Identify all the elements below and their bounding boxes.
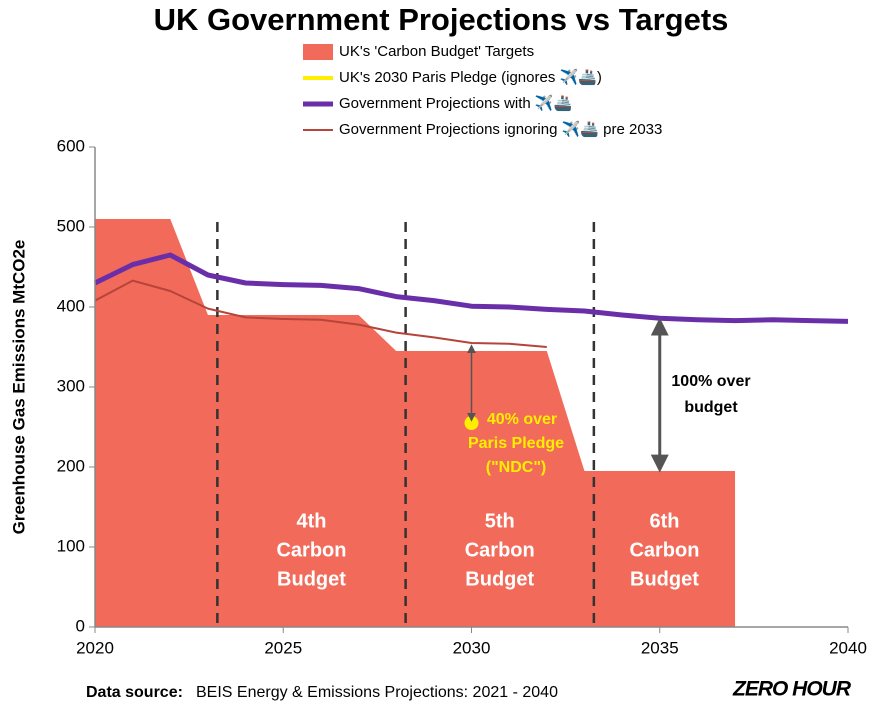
legend-label: Government Projections with ✈️🚢 [339, 93, 572, 112]
paris-gap-label: ("NDC") [486, 459, 547, 476]
y-tick-label: 200 [57, 456, 85, 475]
legend-label: UK's 2030 Paris Pledge (ignores ✈️🚢) [339, 67, 602, 86]
line [94, 279, 547, 348]
y-axis-label: Greenhouse Gas Emissions MtCO2e [9, 240, 28, 535]
budget-label: Carbon [629, 539, 699, 561]
budget-label: Carbon [276, 539, 346, 561]
budget-label: 4th [296, 510, 326, 532]
budget-label: Budget [465, 568, 534, 590]
area [95, 219, 736, 627]
budget-gap-label: budget [684, 399, 738, 416]
budget-label: 6th [649, 510, 679, 532]
y-tick-label: 500 [57, 216, 85, 235]
y-tick-label: 0 [76, 616, 85, 635]
budget-gap-label: 100% over [671, 373, 750, 390]
budget-label: Budget [277, 568, 346, 590]
logo: ZERO HOUR [732, 678, 852, 701]
x-tick-label: 2040 [829, 638, 867, 657]
chart-title: UK Government Projections vs Targets [154, 2, 729, 37]
line [93, 252, 849, 324]
source-label: Data source: [86, 684, 183, 701]
budget-label: Carbon [465, 539, 535, 561]
legend-swatch [303, 44, 333, 60]
budget-label: Budget [630, 568, 699, 590]
y-tick-label: 600 [57, 136, 85, 155]
paris-gap-label: 40% over [487, 411, 557, 428]
source: BEIS Energy & Emissions Projections: 202… [196, 684, 558, 701]
x-tick-label: 2035 [641, 638, 679, 657]
x-tick-label: 2030 [453, 638, 491, 657]
x-tick-label: 2020 [76, 638, 114, 657]
y-tick-label: 100 [57, 536, 85, 555]
legend-label: Government Projections ignoring ✈️🚢 pre … [339, 119, 662, 138]
y-tick-label: 300 [57, 376, 85, 395]
y-tick-label: 400 [57, 296, 85, 315]
x-tick-label: 2025 [264, 638, 302, 657]
budget-label: 5th [485, 510, 515, 532]
legend-label: UK's 'Carbon Budget' Targets [339, 43, 534, 60]
paris-gap-label: Paris Pledge [468, 435, 564, 452]
